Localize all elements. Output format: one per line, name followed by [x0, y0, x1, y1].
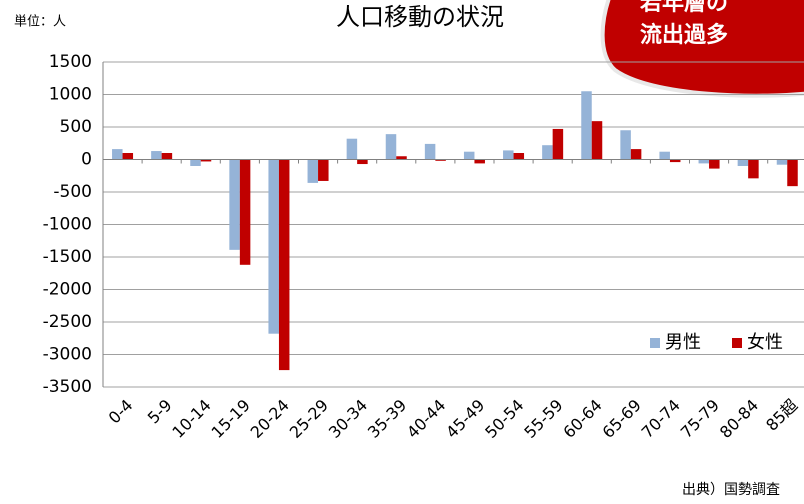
bar — [620, 130, 631, 159]
x-tick-label: 20-24 — [247, 396, 293, 442]
bar — [123, 153, 134, 160]
y-tick-label: -2500 — [43, 312, 92, 332]
x-tick-label: 15-19 — [208, 396, 254, 442]
x-tick-label: 65-69 — [599, 396, 645, 442]
x-tick-label: 75-79 — [677, 396, 723, 442]
y-tick-label: 1500 — [49, 52, 92, 72]
bar — [151, 151, 162, 159]
bar — [347, 139, 358, 160]
bar — [190, 160, 201, 167]
bar — [787, 160, 798, 187]
x-tick-label: 85超 — [762, 396, 801, 435]
y-tick-label: 0 — [81, 150, 92, 170]
bar — [279, 160, 290, 371]
x-tick-label: 0-4 — [105, 396, 137, 428]
bar — [631, 149, 642, 159]
bar — [542, 145, 553, 159]
bar — [308, 160, 319, 183]
y-tick-label: -1500 — [43, 247, 92, 267]
bar — [709, 160, 720, 169]
unit-label: 単位：人 — [14, 14, 66, 30]
bar — [357, 160, 368, 165]
bar — [659, 152, 670, 160]
legend-label: 男性 — [665, 332, 701, 353]
bar — [777, 160, 788, 165]
bar — [112, 149, 123, 159]
x-tick-label: 30-34 — [325, 396, 371, 442]
x-tick-label: 45-49 — [442, 396, 488, 442]
legend-swatch — [650, 338, 660, 348]
x-tick-label: 35-39 — [364, 396, 410, 442]
x-tick-label: 10-14 — [168, 396, 214, 442]
bar — [240, 160, 251, 265]
x-tick-label: 70-74 — [638, 396, 684, 442]
x-tick-label: 50-54 — [481, 396, 527, 442]
bar — [162, 153, 173, 160]
legend-label: 女性 — [747, 332, 783, 353]
legend-swatch — [732, 338, 742, 348]
banner-text: 若年層の — [640, 0, 728, 16]
bar — [474, 160, 485, 164]
bar — [318, 160, 329, 181]
x-tick-label: 5-9 — [144, 396, 176, 428]
x-tick-label: 80-84 — [716, 396, 762, 442]
bar — [425, 144, 436, 160]
chart: 単位：人 人口移動の状況 若年層の 流出過多 出典）国勢調査 -3500 -300… — [0, 0, 804, 504]
y-tick-label: -3000 — [43, 345, 92, 365]
y-tick-label: -2000 — [43, 280, 92, 300]
bar — [748, 160, 759, 179]
y-tick-label: -3500 — [43, 377, 92, 397]
bar — [386, 134, 397, 159]
bar — [592, 121, 603, 159]
bar — [268, 160, 279, 334]
x-tick-label: 55-59 — [520, 396, 566, 442]
bar — [229, 160, 240, 250]
bar — [464, 152, 475, 160]
bar — [503, 150, 514, 159]
y-tick-label: 1000 — [49, 85, 92, 105]
banner-text: 流出過多 — [640, 22, 728, 48]
bar — [514, 153, 525, 160]
x-tick-label: 40-44 — [403, 396, 449, 442]
x-tick-label: 25-29 — [286, 396, 332, 442]
x-tick-label: 60-64 — [559, 396, 605, 442]
y-tick-label: 500 — [60, 117, 92, 137]
source-note: 出典）国勢調査 — [682, 482, 780, 498]
bar — [699, 160, 710, 164]
bar — [581, 91, 592, 159]
y-tick-label: -500 — [53, 182, 92, 202]
bar — [553, 129, 564, 160]
y-tick-label: -1000 — [43, 215, 92, 235]
bar — [738, 160, 749, 167]
chart-title: 人口移動の状況 — [336, 3, 504, 31]
